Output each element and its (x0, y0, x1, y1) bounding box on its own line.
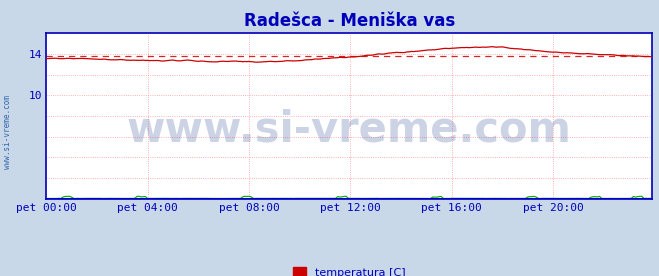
Legend: temperatura [C], pretok [m3/s]: temperatura [C], pretok [m3/s] (293, 267, 406, 276)
Text: www.si-vreme.com: www.si-vreme.com (127, 108, 572, 150)
Text: www.si-vreme.com: www.si-vreme.com (3, 95, 13, 169)
Title: Radešca - Meniška vas: Radešca - Meniška vas (244, 12, 455, 30)
